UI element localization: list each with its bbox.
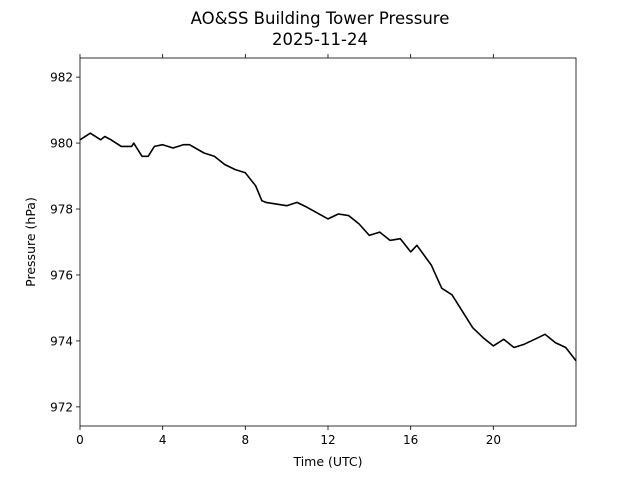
x-tick-label: 8 <box>242 433 250 447</box>
y-axis-label: Pressure (hPa) <box>23 197 38 287</box>
x-tick-label: 12 <box>320 433 335 447</box>
series-line-pressure <box>79 132 577 362</box>
x-tick-label: 20 <box>486 433 501 447</box>
y-tick-label: 980 <box>50 137 73 151</box>
y-tick-label: 974 <box>50 334 73 348</box>
x-tick-label: 16 <box>403 433 418 447</box>
chart-subtitle: 2025-11-24 <box>272 30 368 49</box>
x-tick-label: 0 <box>76 433 84 447</box>
plot-area <box>79 132 577 362</box>
chart-title: AO&SS Building Tower Pressure <box>191 9 450 28</box>
x-axis-label: Time (UTC) <box>292 454 362 469</box>
y-tick-label: 982 <box>50 71 73 85</box>
y-tick-label: 976 <box>50 268 73 282</box>
x-tick-label: 4 <box>159 433 167 447</box>
y-tick-label: 978 <box>50 203 73 217</box>
axes-frame <box>79 57 577 427</box>
y-tick-label: 972 <box>50 400 73 414</box>
